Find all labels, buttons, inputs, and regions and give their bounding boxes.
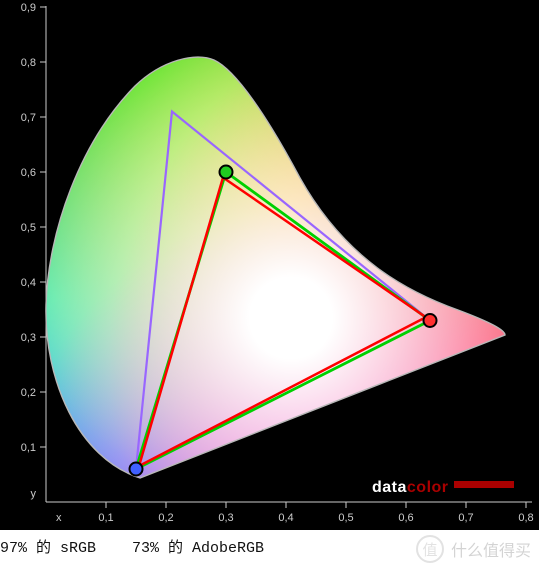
watermark-icon: 值	[415, 534, 445, 564]
svg-text:0,4: 0,4	[278, 512, 293, 524]
figure-container: 0,1 0,2 0,3 0,4 0,5 0,6 0,7 0,8 x 0,1 0,…	[0, 0, 539, 570]
caption-srgb: 97% 的 sRGB	[0, 540, 96, 557]
svg-text:0,1: 0,1	[98, 512, 113, 524]
svg-text:0,6: 0,6	[21, 167, 36, 179]
brand-bar	[454, 481, 514, 488]
svg-text:0,8: 0,8	[21, 57, 36, 69]
x-axis-label: x	[56, 512, 62, 524]
watermark: 值 什么值得买	[415, 534, 531, 564]
x-axis-ticks: 0,1 0,2 0,3 0,4 0,5 0,6 0,7 0,8	[98, 502, 533, 524]
svg-text:值: 值	[422, 542, 437, 559]
svg-text:0,3: 0,3	[218, 512, 233, 524]
svg-text:0,1: 0,1	[21, 442, 36, 454]
svg-text:0,3: 0,3	[21, 332, 36, 344]
svg-text:0,4: 0,4	[21, 277, 36, 289]
spectral-locus-fill	[0, 0, 539, 530]
vertex-blue	[130, 463, 143, 476]
watermark-text: 什么值得买	[451, 537, 531, 561]
brand-text-a: data	[372, 479, 407, 496]
brand-datacolor: datacolor	[372, 479, 514, 496]
svg-text:0,2: 0,2	[158, 512, 173, 524]
svg-text:datacolor: datacolor	[372, 479, 449, 496]
svg-text:0,7: 0,7	[21, 112, 36, 124]
svg-text:0,5: 0,5	[21, 222, 36, 234]
y-axis-label: y	[31, 488, 37, 500]
svg-text:0,5: 0,5	[338, 512, 353, 524]
vertex-green	[220, 166, 233, 179]
y-axis-ticks: 0,1 0,2 0,3 0,4 0,5 0,6 0,7 0,8 0,9	[21, 2, 46, 454]
svg-text:0,7: 0,7	[458, 512, 473, 524]
caption-line: 97% 的 sRGB 73% 的 AdobeRGB	[0, 536, 264, 557]
svg-text:0,8: 0,8	[518, 512, 533, 524]
chromaticity-chart: 0,1 0,2 0,3 0,4 0,5 0,6 0,7 0,8 x 0,1 0,…	[0, 0, 539, 530]
caption-adobe: 73% 的 AdobeRGB	[132, 540, 264, 557]
svg-text:0,9: 0,9	[21, 2, 36, 14]
vertex-red	[424, 314, 437, 327]
chart-svg: 0,1 0,2 0,3 0,4 0,5 0,6 0,7 0,8 x 0,1 0,…	[0, 0, 539, 530]
svg-text:0,2: 0,2	[21, 387, 36, 399]
brand-text-b: color	[407, 479, 449, 496]
svg-text:0,6: 0,6	[398, 512, 413, 524]
